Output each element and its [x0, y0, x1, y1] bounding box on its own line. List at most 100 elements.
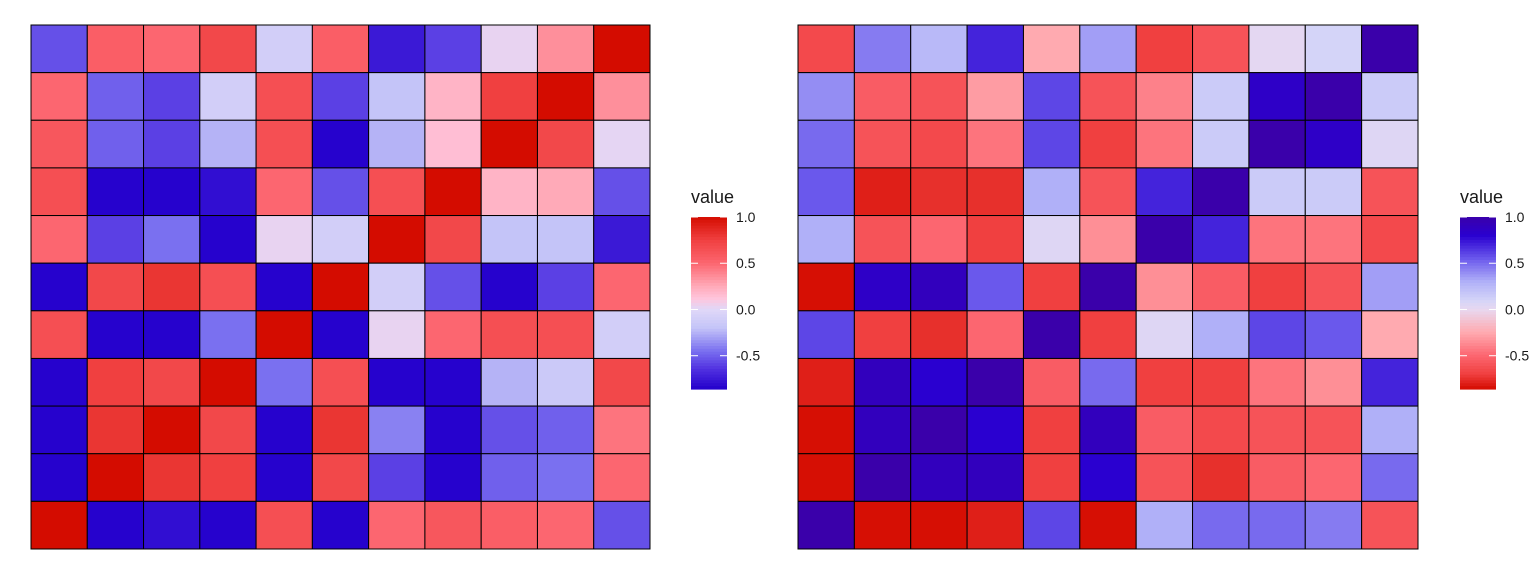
heatmap-cell — [480, 24, 538, 74]
legend-gradient-step — [691, 228, 727, 232]
heatmap-cell — [1079, 24, 1137, 74]
legend-gradient-step — [691, 245, 727, 250]
heatmap-cell — [1135, 215, 1194, 264]
heatmap-cell — [910, 500, 968, 550]
heatmap-cell — [1304, 262, 1363, 312]
legend-gradient-step — [691, 386, 727, 390]
legend-title: value — [691, 187, 734, 207]
heatmap-cell — [255, 405, 313, 455]
heatmap-cell — [1192, 24, 1250, 74]
heatmap-cell — [199, 215, 257, 264]
heatmap-cell — [255, 262, 313, 312]
heatmap-cell — [480, 453, 538, 502]
heatmap-cell — [311, 119, 370, 169]
heatmap-cell — [1248, 24, 1306, 74]
legend-tick-label: -0.5 — [736, 348, 760, 364]
legend-gradient-step — [691, 371, 727, 376]
heatmap-cell — [1304, 167, 1363, 217]
heatmap-cell — [536, 357, 595, 407]
heatmap-cell — [1022, 310, 1081, 359]
heatmap-cell — [480, 119, 538, 169]
legend-tick-label: 0.5 — [736, 255, 756, 271]
legend-gradient-step — [1460, 305, 1496, 310]
heatmap-cell — [143, 215, 201, 264]
legend-gradient-step — [691, 285, 727, 290]
legend-gradient-step — [1460, 320, 1496, 324]
heatmap-cell — [311, 167, 370, 217]
legend-gradient-step — [1460, 291, 1496, 295]
heatmap-cell — [1022, 167, 1081, 217]
heatmap-cell — [1304, 310, 1363, 359]
heatmap-cell — [1079, 119, 1137, 169]
legend-gradient-step — [691, 274, 727, 278]
heatmap-cell — [966, 500, 1024, 550]
heatmap-cell — [853, 24, 912, 74]
heatmap-cell — [910, 24, 968, 74]
legend-gradient-step — [1460, 346, 1496, 350]
heatmap-cell — [853, 215, 912, 264]
heatmap-cell — [1079, 72, 1137, 121]
heatmap-cell — [593, 405, 651, 455]
legend-gradient-step — [691, 380, 727, 384]
heatmap-cell — [480, 357, 538, 407]
heatmap-cell — [797, 215, 855, 264]
legend-tick-label: 0.0 — [1505, 301, 1525, 317]
heatmap-cell — [853, 167, 912, 217]
heatmap-cell — [797, 405, 855, 455]
heatmap-cell — [1361, 500, 1419, 550]
heatmap-cell — [1135, 167, 1194, 217]
heatmap-cell — [966, 167, 1024, 217]
heatmap-cell — [255, 453, 313, 502]
legend-gradient-step — [1460, 260, 1496, 264]
heatmap-cell — [255, 119, 313, 169]
heatmap-cell — [536, 119, 595, 169]
heatmap-cell — [1248, 72, 1306, 121]
legend-gradient-step — [1460, 334, 1496, 338]
heatmap-cell — [797, 357, 855, 407]
legend-gradient-step — [691, 225, 727, 230]
heatmap-cell — [86, 500, 145, 550]
legend-gradient-step — [691, 254, 727, 258]
legend-gradient-step — [1460, 377, 1496, 381]
legend-gradient-step — [1460, 248, 1496, 252]
legend-gradient-step — [691, 300, 727, 304]
heatmap-cell — [1361, 357, 1419, 407]
heatmap-cell — [480, 405, 538, 455]
heatmap-cell — [30, 453, 88, 502]
heatmap-cell — [480, 72, 538, 121]
heatmap-cell — [1022, 72, 1081, 121]
heatmap-cell — [199, 310, 257, 359]
heatmap-cell — [143, 72, 201, 121]
heatmap-cell — [1304, 405, 1363, 455]
legend-gradient-step — [1460, 340, 1496, 344]
legend-gradient-step — [1460, 360, 1496, 364]
heatmap-cell — [1135, 405, 1194, 455]
heatmap-cell — [1248, 167, 1306, 217]
heatmap-cell — [143, 310, 201, 359]
heatmap-cell — [86, 405, 145, 455]
heatmap-cell — [30, 262, 88, 312]
heatmap-cell — [1079, 405, 1137, 455]
heatmap-cell — [311, 310, 370, 359]
heatmap-cell — [143, 262, 201, 312]
heatmap-cell — [86, 167, 145, 217]
legend-gradient-step — [691, 368, 727, 373]
heatmap-cell — [1361, 24, 1419, 74]
heatmap-cell — [1135, 453, 1194, 502]
heatmap-cell — [30, 167, 88, 217]
legend-gradient-step — [691, 260, 727, 264]
heatmap-cell — [853, 72, 912, 121]
heatmap-cell — [1361, 262, 1419, 312]
heatmap-cell — [536, 262, 595, 312]
heatmap-cell — [199, 453, 257, 502]
heatmap-cell — [424, 119, 482, 169]
heatmap-cell — [966, 357, 1024, 407]
heatmap-cell — [1135, 24, 1194, 74]
heatmap-cell — [797, 453, 855, 502]
legend-gradient-step — [1460, 265, 1496, 270]
heatmap-cell — [1192, 72, 1250, 121]
heatmap-cell — [30, 119, 88, 169]
legend-gradient-step — [1460, 237, 1496, 241]
heatmap-cell — [1248, 500, 1306, 550]
